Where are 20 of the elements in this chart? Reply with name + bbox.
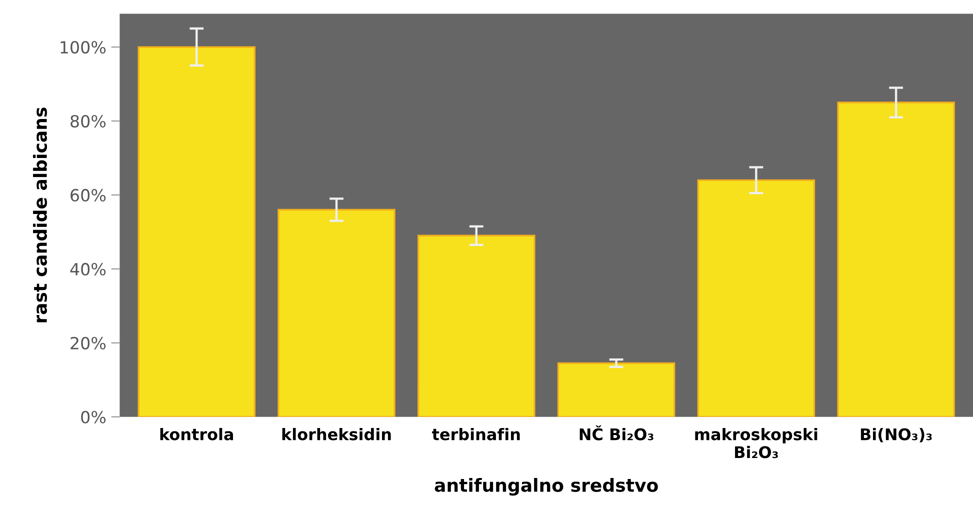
bar bbox=[557, 362, 676, 417]
x-tick-label: kontrola bbox=[160, 428, 234, 440]
x-tick-label: makroskopski Bi₂O₃ bbox=[695, 428, 818, 458]
bar bbox=[837, 102, 955, 417]
bar bbox=[418, 234, 536, 417]
y-axis-title: rast candide albicans bbox=[33, 108, 48, 322]
y-tick-label: 60% bbox=[70, 188, 106, 202]
bar bbox=[138, 46, 256, 417]
bar bbox=[278, 208, 396, 417]
bar bbox=[697, 179, 816, 417]
y-tick-label: 40% bbox=[70, 262, 106, 276]
x-axis-title: antifungalno sredstvo bbox=[434, 478, 658, 496]
y-tick-label: 80% bbox=[70, 114, 106, 128]
x-tick-label: Bi(NO₃)₃ bbox=[860, 428, 932, 442]
x-tick-label: klorheksidin bbox=[282, 428, 391, 440]
y-tick-label: 20% bbox=[70, 336, 106, 350]
y-tick-label: 100% bbox=[60, 41, 106, 54]
x-tick-label: terbinafin bbox=[432, 428, 520, 440]
y-tick-label: 0% bbox=[81, 410, 106, 424]
x-tick-label: NČ Bi₂O₃ bbox=[580, 425, 654, 440]
